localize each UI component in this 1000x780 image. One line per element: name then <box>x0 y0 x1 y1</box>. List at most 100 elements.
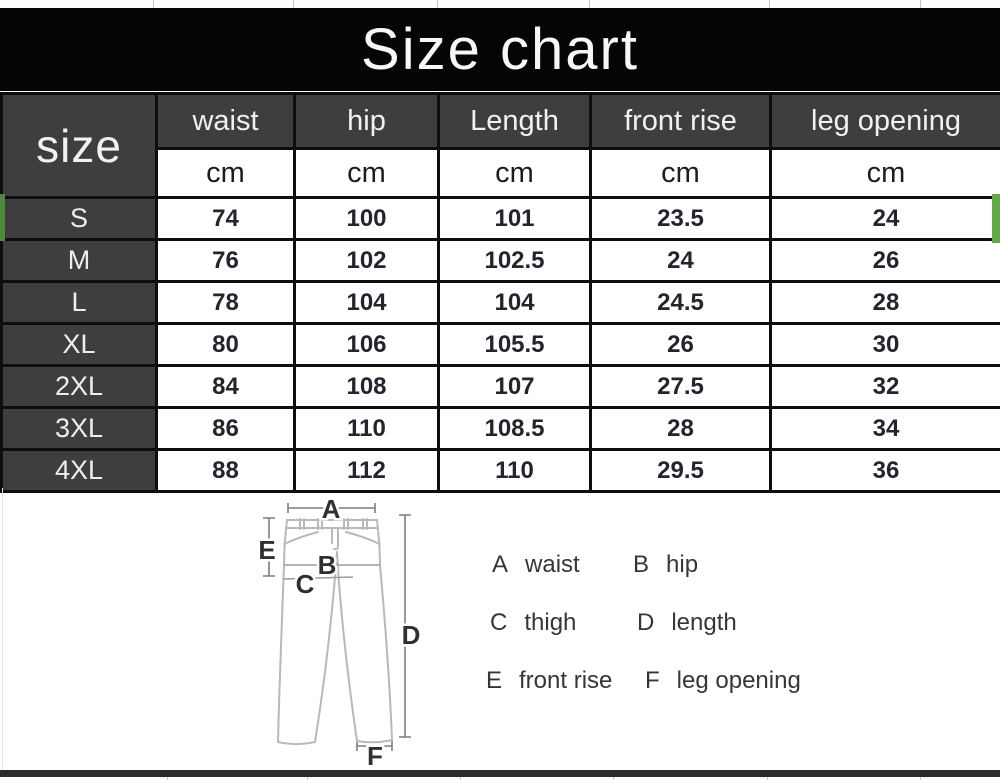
length-measure-line <box>399 514 411 738</box>
diagram-label-E: E <box>258 535 275 565</box>
unit-cell-3: cm <box>589 147 772 199</box>
size-cell-S: S <box>0 196 158 241</box>
unit-cell-0: cm <box>155 147 296 199</box>
value-cell-M-leg-opening: 26 <box>769 238 1000 283</box>
value-cell-S-front-rise: 23.5 <box>589 196 772 241</box>
spreadsheet-bottom-gridline-strip <box>0 777 1000 780</box>
value-cell-2XL-leg-opening: 32 <box>769 364 1000 409</box>
column-header-waist: waist <box>155 92 296 150</box>
spreadsheet-top-gridline-strip <box>0 0 1000 8</box>
size-cell-XL: XL <box>0 322 158 367</box>
gridline <box>307 777 308 780</box>
value-cell-S-length: 101 <box>437 196 592 241</box>
value-cell-XL-waist: 80 <box>155 322 296 367</box>
legend-label-F: leg opening <box>676 667 801 694</box>
table-row-XL: XL 80 106 105.5 26 30 <box>0 322 1000 367</box>
value-cell-M-length: 102.5 <box>437 238 592 283</box>
corner-cell-size: size <box>0 92 158 199</box>
value-cell-4XL-waist: 88 <box>155 448 296 493</box>
gridline <box>153 0 154 8</box>
gridline <box>460 777 461 780</box>
column-header-leg-opening: leg opening <box>769 92 1000 150</box>
legend-label-C: thigh <box>524 609 577 636</box>
value-cell-3XL-hip: 110 <box>293 406 440 451</box>
diagram-label-B: B <box>318 550 337 580</box>
table-row-L: L 78 104 104 24.5 28 <box>0 280 1000 325</box>
size-cell-M: M <box>0 238 158 283</box>
selection-border-left <box>0 194 5 241</box>
value-cell-L-leg-opening: 28 <box>769 280 1000 325</box>
gridline <box>767 777 768 780</box>
size-table-head: size waist hip Length front rise leg opening… <box>0 92 1000 199</box>
value-cell-XL-length: 105.5 <box>437 322 592 367</box>
column-header-row: size waist hip Length front rise leg opening <box>0 92 1000 199</box>
thigh-line <box>282 576 354 580</box>
column-header-front-rise: front rise <box>589 92 772 150</box>
reference-lines <box>282 564 380 580</box>
legend-letter-A: A <box>492 551 509 578</box>
table-row-3XL: 3XL 86 110 108.5 28 34 <box>0 406 1000 451</box>
table-row-4XL: 4XL 88 112 110 29.5 36 <box>0 448 1000 493</box>
value-cell-XL-hip: 106 <box>293 322 440 367</box>
measure-lines <box>263 503 411 751</box>
page-edge-gridline <box>2 488 3 771</box>
value-cell-L-front-rise: 24.5 <box>589 280 772 325</box>
value-cell-4XL-length: 110 <box>437 448 592 493</box>
size-cell-4XL: 4XL <box>0 448 158 493</box>
value-cell-S-hip: 100 <box>293 196 440 241</box>
value-cell-4XL-leg-opening: 36 <box>769 448 1000 493</box>
value-cell-XL-leg-opening: 30 <box>769 322 1000 367</box>
value-cell-M-hip: 102 <box>293 238 440 283</box>
unit-row: cm cm cm cm cm <box>2 147 1000 199</box>
gridline <box>769 0 770 8</box>
legend-label-B: hip <box>666 551 699 578</box>
bottom-divider-bar <box>0 770 1000 777</box>
table-row-2XL: 2XL 84 108 107 27.5 32 <box>0 364 1000 409</box>
size-table-body: S 74 100 101 23.5 24 M 76 102 102.5 24 26 L 78 104 104 2… <box>0 196 1000 493</box>
legend-letter-F: F <box>645 667 660 694</box>
value-cell-M-front-rise: 24 <box>589 238 772 283</box>
diagram-label-A: A <box>322 494 341 524</box>
gridline <box>920 0 921 8</box>
gridline <box>613 777 614 780</box>
value-cell-2XL-waist: 84 <box>155 364 296 409</box>
value-cell-L-length: 104 <box>437 280 592 325</box>
value-cell-2XL-hip: 108 <box>293 364 440 409</box>
value-cell-L-hip: 104 <box>293 280 440 325</box>
column-header-hip: hip <box>293 92 440 150</box>
legend-letter-B: B <box>633 551 650 578</box>
gridline <box>293 0 294 8</box>
size-cell-3XL: 3XL <box>0 406 158 451</box>
unit-cell-2: cm <box>437 147 592 199</box>
value-cell-3XL-waist: 86 <box>155 406 296 451</box>
front-rise-measure-line <box>263 517 275 577</box>
value-cell-3XL-leg-opening: 34 <box>769 406 1000 451</box>
value-cell-S-waist: 74 <box>155 196 296 241</box>
page-title: Size chart <box>361 16 639 82</box>
diagram-label-F: F <box>367 741 383 771</box>
table-row-S: S 74 100 101 23.5 24 <box>0 196 1000 241</box>
size-table: size waist hip Length front rise leg opening… <box>0 92 1000 493</box>
value-cell-L-waist: 78 <box>155 280 296 325</box>
gridline <box>167 777 168 780</box>
pants-outline <box>277 518 393 745</box>
legend-label-E: front rise <box>519 667 613 694</box>
value-cell-M-waist: 76 <box>155 238 296 283</box>
value-cell-S-leg-opening: 24 <box>769 196 1000 241</box>
value-cell-2XL-length: 107 <box>437 364 592 409</box>
diagram-label-C: C <box>296 569 315 599</box>
column-header-length: Length <box>437 92 592 150</box>
legend-letter-D: D <box>637 609 655 636</box>
diagram-label-D: D <box>402 620 421 650</box>
value-cell-3XL-length: 108.5 <box>437 406 592 451</box>
unit-cell-4: cm <box>769 147 1000 199</box>
legend-letter-E: E <box>486 667 503 694</box>
gridline <box>437 0 438 8</box>
size-cell-L: L <box>0 280 158 325</box>
gridline <box>920 777 921 780</box>
